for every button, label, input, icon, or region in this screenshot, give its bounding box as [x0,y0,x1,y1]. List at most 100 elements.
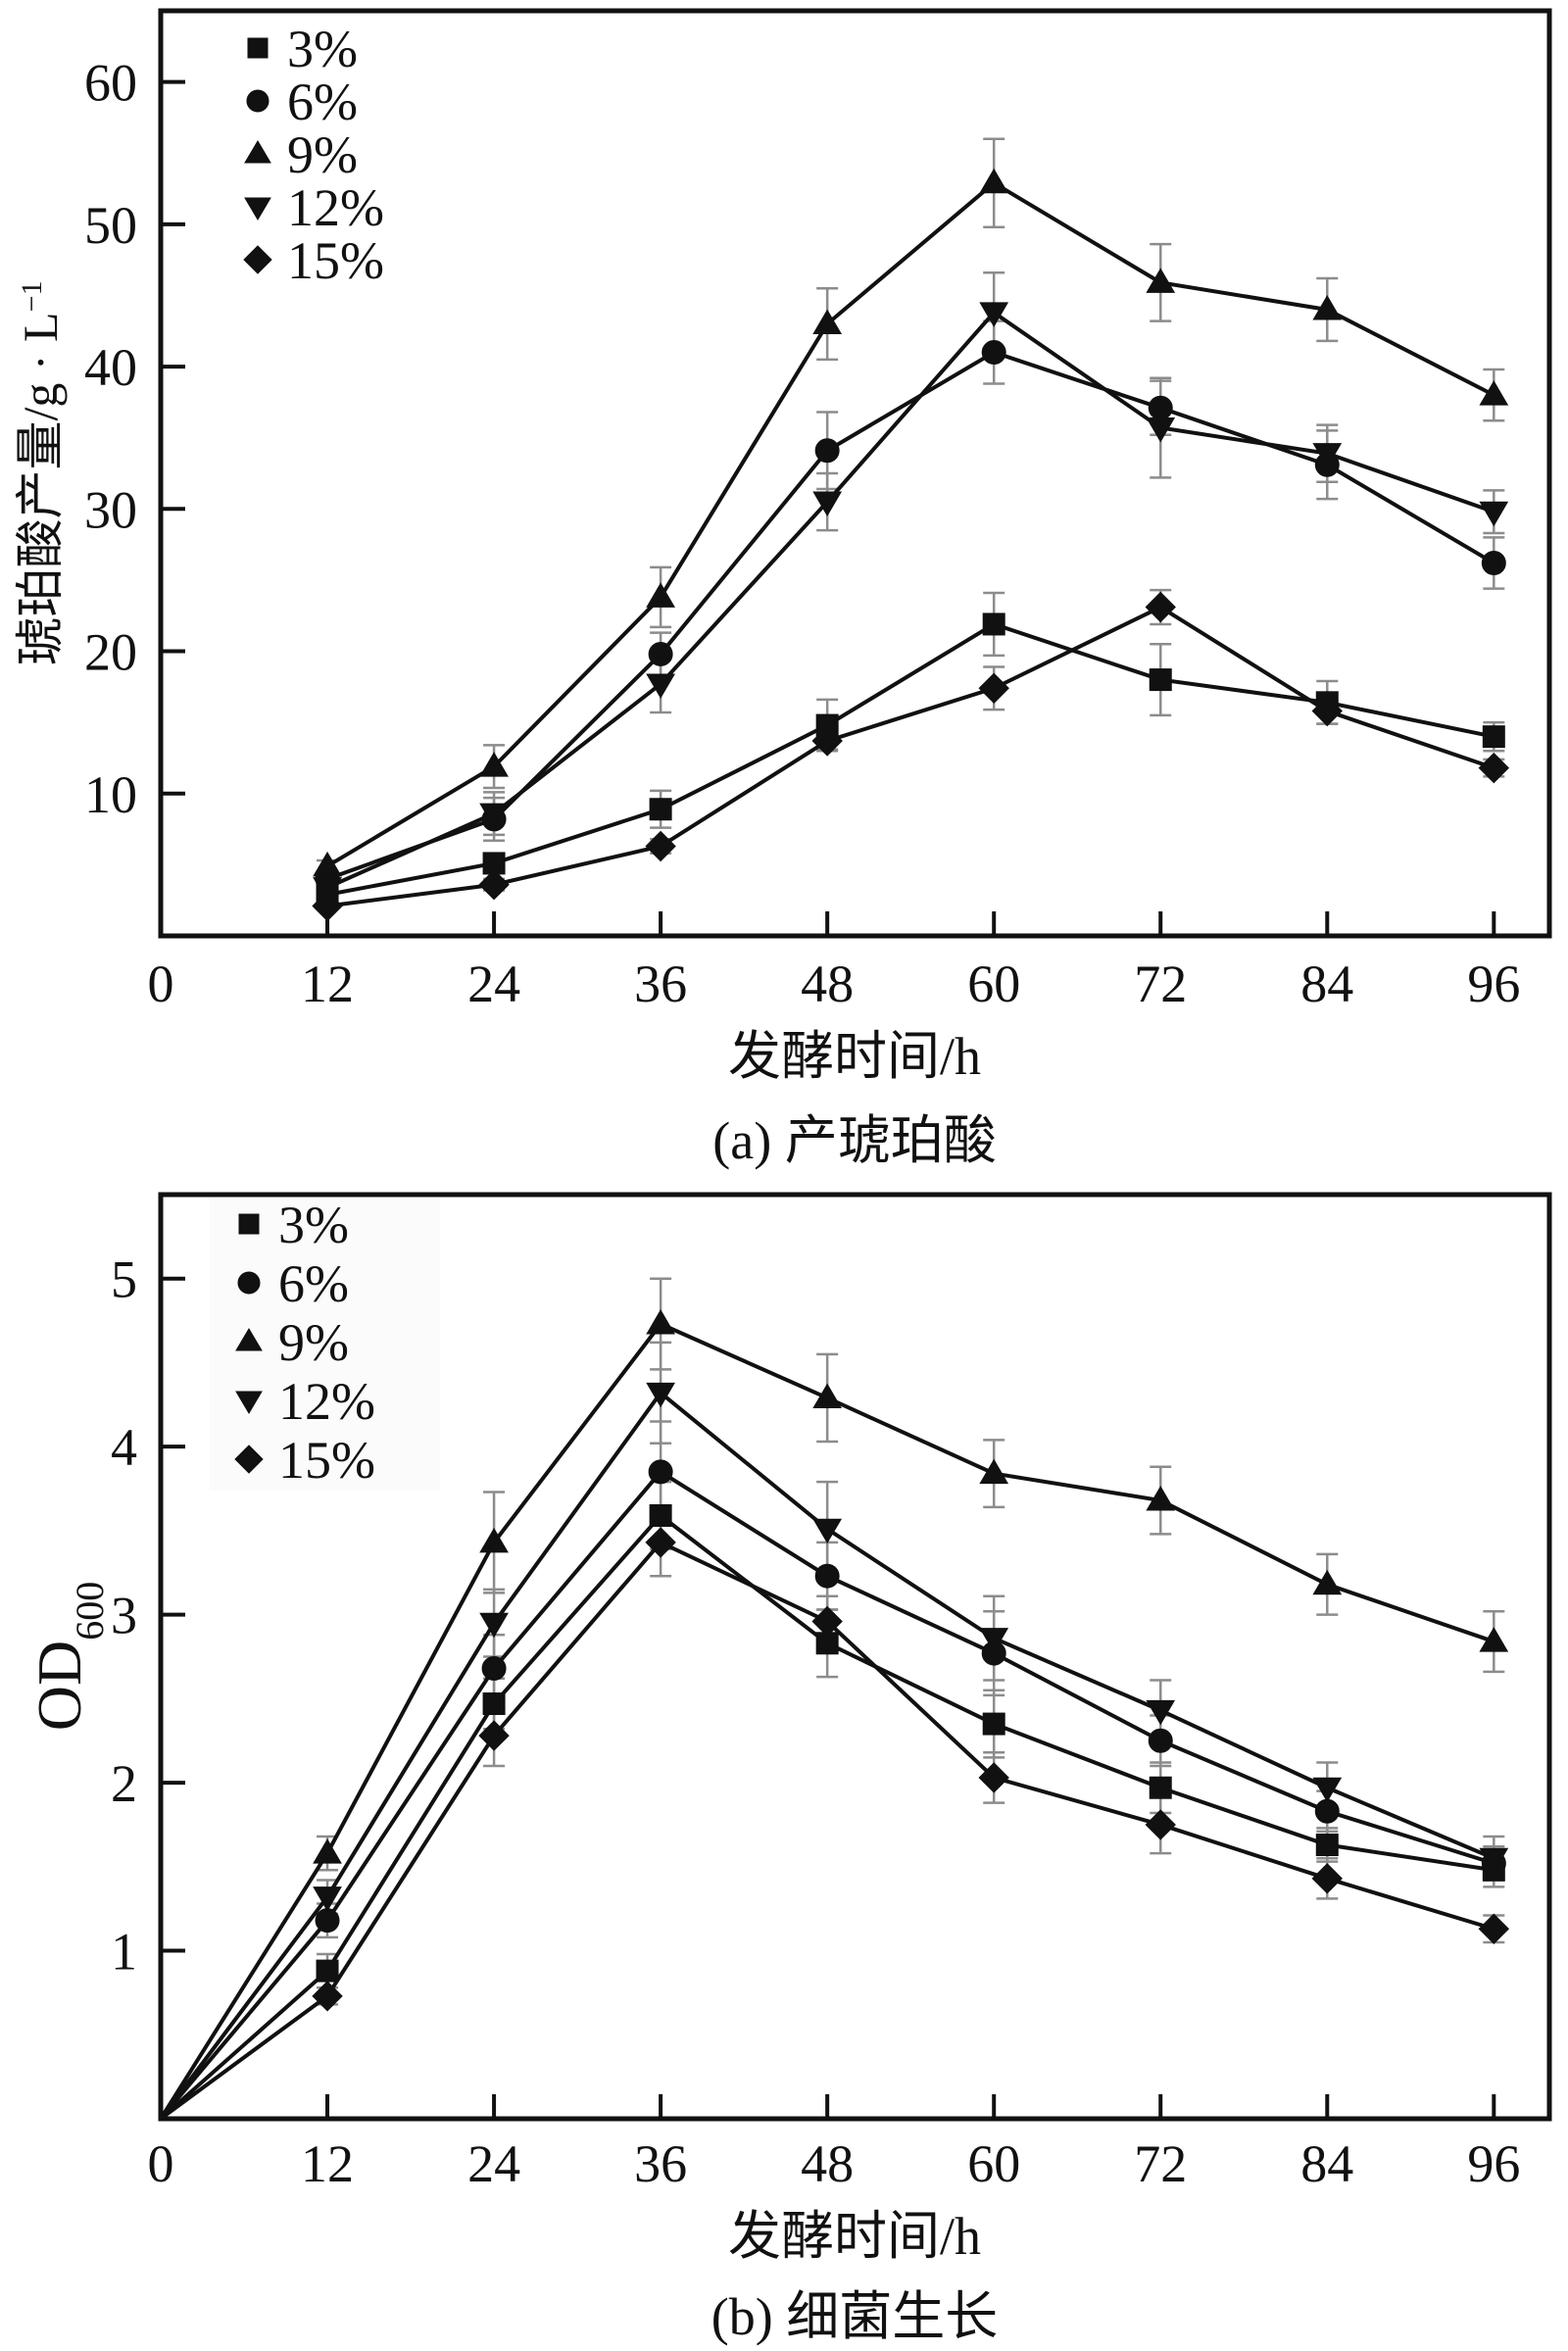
data-point-3pct-square [982,1712,1005,1736]
legend-label: 3% [287,20,358,78]
legend-item: 6% [246,73,358,131]
data-point-12pct-triangle-down [1146,1699,1176,1726]
plot-frame [158,8,1552,939]
x-tick-label: 12 [301,2134,354,2193]
data-point-9pct-triangle-up [812,309,843,335]
legend: 3%6%9%12%15% [243,20,384,290]
legend-item: 3% [238,1196,349,1254]
x-tick-label: 12 [301,955,354,1013]
panel-a-succinic-acid-chart: 10 20 30 40 50 60 0 12 24 36 48 60 72 84 96 3%6%9%12%15… [13,8,1552,1170]
data-point-15pct-diamond [645,1527,676,1558]
data-point-15pct-diamond [1145,591,1176,623]
legend-square-marker-icon [247,37,269,59]
x-tick-label: 96 [1467,2134,1520,2193]
data-point-3pct-square [649,1503,672,1527]
data-point-6pct-circle [481,1656,507,1682]
data-point-12pct-triangle-down [646,673,675,699]
legend-item: 12% [244,178,384,237]
legend-diamond-marker-icon [234,1445,264,1474]
x-axis-label: 发酵时间/h [728,2207,981,2266]
data-point-15pct-diamond [1311,1863,1343,1894]
data-point-9pct-triangle-up [1146,268,1176,293]
legend-label: 6% [278,1254,349,1313]
x-tick-label: 24 [467,955,520,1013]
data-point-15pct-diamond [1145,1809,1176,1840]
y-tick-label: 40 [84,338,137,397]
data-point-12pct-triangle-down [812,491,843,517]
panel-caption: (b) 细菌生长 [711,2287,998,2346]
series-line-3pct [326,621,1494,897]
data-point-12pct-triangle-down [812,1518,843,1544]
data-point-12pct-triangle-down [479,803,509,829]
x-tick-label: 96 [1467,955,1520,1013]
x-tick-label: 48 [801,2134,854,2193]
y-tick-label: 10 [84,765,137,824]
x-tick-label: 84 [1300,955,1353,1013]
legend-label: 15% [278,1431,375,1490]
data-point-9pct-triangle-up [1479,1627,1509,1652]
panel-caption: (a) 产琥珀酸 [712,1111,996,1170]
x-axis-label: 发酵时间/h [728,1027,981,1086]
data-point-3pct-square [482,1692,506,1716]
data-point-3pct-square [982,612,1005,636]
x-tick-label: 0 [148,2134,174,2193]
y-tick-label: 3 [111,1587,137,1645]
y-axis-label-base: 琥珀酸产量/g · L [13,312,68,665]
data-point-15pct-diamond [478,869,510,901]
legend-label: 15% [287,231,384,290]
data-point-15pct-diamond [978,672,1009,705]
y-tick-label: 50 [84,196,137,255]
data-point-15pct-diamond [1311,695,1343,727]
data-point-15pct-diamond [811,1605,843,1638]
data-point-6pct-circle [1148,395,1173,420]
data-point-9pct-triangle-up [313,1838,342,1864]
data-point-12pct-triangle-down [1479,1847,1509,1874]
y-axis-label: 琥珀酸产量/g · L−1 [13,280,68,665]
data-point-15pct-diamond [645,830,676,862]
plot-area-a: 10 20 30 40 50 60 0 12 24 36 48 60 72 84 96 3%6%9%12%15… [84,8,1552,1013]
data-point-3pct-square [316,1959,339,1983]
series-line-9pct [326,180,1495,868]
y-axis-label-superscript: −1 [16,280,48,312]
y-tick-label: 30 [84,480,137,539]
data-point-12pct-triangle-down [479,1612,509,1639]
x-tick-label: 72 [1134,2134,1187,2193]
data-point-9pct-triangle-up [1312,294,1343,320]
data-point-9pct-triangle-up [1146,1486,1176,1511]
y-axis-label-subscript: 600 [68,1582,112,1641]
x-tick-label: 36 [634,2134,687,2193]
legend-circle-marker-icon [246,89,270,113]
legend-diamond-marker-icon [243,245,272,274]
data-point-3pct-square [1149,668,1172,692]
data-point-6pct-circle [1314,1798,1340,1824]
y-tick-label: 1 [111,1923,137,1982]
data-point-15pct-diamond [478,1720,510,1751]
legend-label: 3% [278,1196,349,1254]
legend-label: 12% [287,178,384,237]
x-tick-label: 84 [1300,2134,1353,2193]
data-point-6pct-circle [814,438,840,464]
y-axis-label: OD600 [24,1582,112,1731]
data-point-9pct-triangle-up [313,851,342,877]
x-tick-label: 0 [148,955,174,1013]
data-point-15pct-diamond [312,1981,343,2012]
data-point-9pct-triangle-up [479,1527,509,1553]
x-tick-label: 48 [801,955,854,1013]
data-point-6pct-circle [648,641,673,666]
x-tick-label: 60 [967,2134,1020,2193]
legend-item: 3% [247,20,358,78]
y-tick-label: 4 [111,1418,137,1477]
y-tick-label: 5 [111,1250,137,1309]
data-point-12pct-triangle-down [646,1382,675,1408]
data-point-9pct-triangle-up [646,582,675,608]
legend-label: 9% [278,1313,349,1372]
y-axis-label-base: OD [24,1641,94,1731]
legend-triangle-up-marker-icon [235,1328,263,1351]
data-point-12pct-triangle-down [979,1628,1009,1653]
legend-item: 9% [235,1313,349,1372]
data-point-6pct-circle [814,1563,840,1589]
series-line-15pct [326,605,1494,908]
